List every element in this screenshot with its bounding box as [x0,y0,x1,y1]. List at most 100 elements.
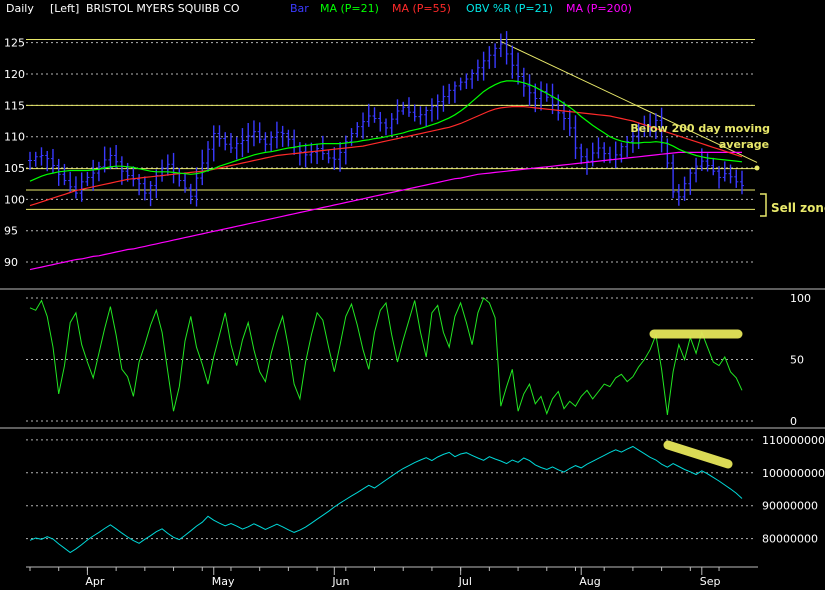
price-bar [384,118,388,136]
price-bar [62,163,67,186]
price-bar [200,149,205,186]
legend-bar: Bar [290,2,309,15]
price-bar [475,59,480,81]
price-bar [493,43,498,68]
ma21-line [29,80,743,182]
price-bar [45,150,50,172]
price-bar [516,52,521,85]
price-bar [481,51,486,81]
price-bar [717,166,722,189]
price-bar [705,153,710,172]
period-label: Daily [6,2,34,15]
price-bar [734,169,739,188]
price-bar [263,132,268,152]
price-bar [114,145,119,169]
price-bar [694,157,699,183]
price-bar [562,101,566,131]
price-bar [596,137,601,159]
price-bar [590,142,595,167]
pctr-tick-label: 0 [790,415,797,428]
price-bar [183,172,188,193]
ma55-line [29,105,743,207]
price-bar [320,135,325,161]
price-bar [452,81,457,103]
price-bar [406,97,411,117]
price-bar [711,157,716,176]
price-bar [435,94,440,120]
obv-highlight [663,440,733,469]
price-bar [206,141,210,172]
price-bar [447,83,452,104]
downtrend-line [500,40,758,163]
price-bar [79,172,84,202]
price-bar [682,176,687,201]
price-tick-label: 90 [4,256,18,269]
month-label: Sep [700,575,721,588]
date-axis: Apr May Jun Jul Aug Sep [26,566,758,588]
pctr-tick-label: 100 [790,292,811,305]
price-bar [343,135,348,165]
price-bar [602,142,607,163]
price-bar [257,122,262,144]
price-bar [389,113,394,135]
obv-panel: 80000000 90000000 100000000 110000000 [26,434,825,554]
month-label: Aug [579,575,600,588]
month-label: Jul [458,575,472,588]
price-bar [28,151,32,170]
price-bar [96,161,101,182]
price-bar [728,164,733,184]
price-bar [50,148,55,174]
price-bar [458,77,463,91]
price-bar [527,74,532,106]
ma200-annotation: Below 200 day moving average [630,122,770,171]
month-label: May [212,575,235,588]
price-bar [361,112,366,139]
price-bar [510,45,515,79]
ma200-note-line1: Below 200 day moving [630,122,770,135]
price-tick-label: 115 [4,99,25,112]
price-bar [309,142,314,164]
obv-tick-label: 80000000 [762,533,818,546]
price-bar [418,106,423,125]
price-bar [39,147,44,166]
price-bar [636,122,641,149]
price-bar [366,103,371,127]
price-tick-label: 125 [4,37,25,50]
price-bar [498,33,503,58]
price-bar [217,125,222,147]
price-bar [740,170,744,195]
price-bar [286,129,291,147]
price-bar [424,106,429,127]
legend-ma200: MA (P=200) [566,2,632,15]
price-tick-label: 95 [4,225,18,238]
price-bar [504,31,509,65]
price-tick-label: 100 [4,193,25,206]
price-bar [280,125,285,147]
price-bar [688,168,693,195]
price-bar [544,83,549,102]
price-bar [211,125,216,162]
price-bar [487,46,492,69]
price-bar [68,171,73,193]
pctr-line [29,297,743,416]
price-bar [470,69,475,89]
price-bar [573,115,578,159]
pctr-tick-label: 50 [790,354,804,367]
price-bar [228,133,233,154]
price-bar [223,132,228,151]
price-bar [372,107,377,123]
price-tick-label: 110 [4,131,25,144]
price-bar [556,94,561,121]
obv-tick-label: 90000000 [762,500,818,513]
price-bar [246,123,251,153]
price-bar [412,104,417,122]
price-bar [579,143,584,165]
price-bar [653,113,658,139]
month-label: Jun [331,575,349,588]
price-bar [332,147,337,171]
price-bar [567,109,572,137]
price-tick-label: 105 [4,162,25,175]
price-bar [269,131,274,152]
